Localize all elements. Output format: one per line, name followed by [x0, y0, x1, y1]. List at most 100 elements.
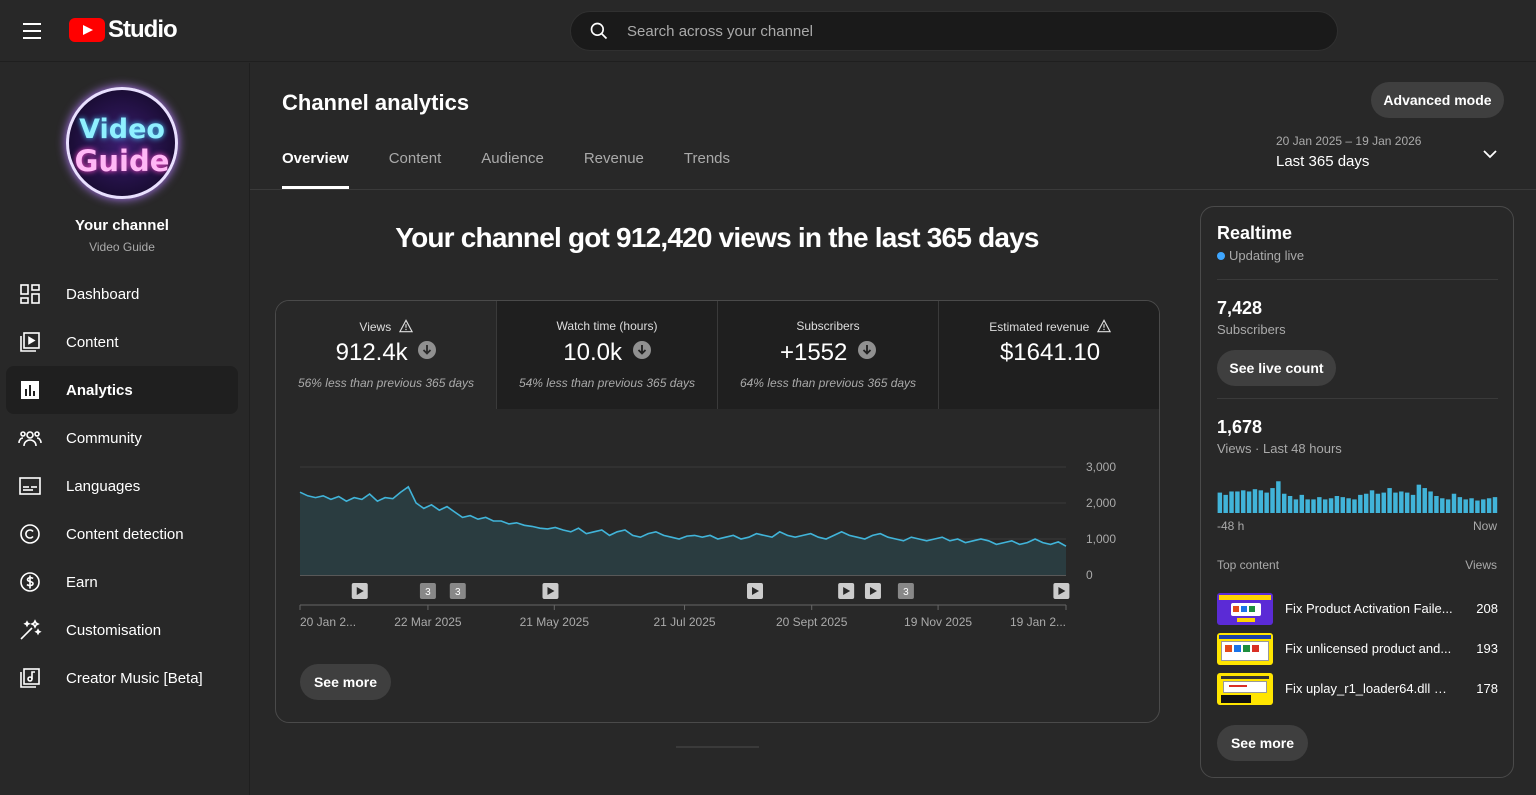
views-chart[interactable]: 3,000 2,000 1,000 0 3 3 3 20 Jan 2... 22 Mar 202…	[276, 409, 1159, 649]
tab-overview[interactable]: Overview	[282, 150, 349, 189]
realtime-bar	[1241, 490, 1246, 513]
metric-comparison: 64% less than previous 365 days	[739, 376, 917, 390]
realtime-bar	[1217, 492, 1223, 513]
sidebar-item-label: Content detection	[66, 525, 184, 543]
realtime-bar	[1428, 491, 1433, 513]
realtime-bar	[1492, 497, 1498, 513]
video-thumbnail	[1217, 633, 1273, 665]
realtime-bar	[1469, 498, 1474, 513]
dollar-icon	[20, 572, 40, 592]
avatar-text-line2: Guide	[74, 144, 170, 178]
realtime-bar	[1451, 493, 1457, 513]
avatar[interactable]: Video Guide	[66, 87, 178, 199]
top-content-views: 208	[1476, 601, 1498, 616]
metric-subscribers[interactable]: Subscribers +1552 64% less than previous…	[718, 301, 939, 409]
search-icon[interactable]	[589, 21, 609, 41]
realtime-bar	[1334, 496, 1340, 513]
search-input[interactable]	[627, 12, 1307, 50]
warning-icon[interactable]	[1096, 319, 1111, 333]
realtime-bar	[1375, 493, 1381, 513]
advanced-mode-button[interactable]: Advanced mode	[1371, 82, 1504, 118]
top-content-title: Fix Product Activation Faile...	[1285, 601, 1453, 616]
sidebar-item-community[interactable]: Community	[6, 414, 238, 462]
divider	[250, 189, 1536, 190]
realtime-bar	[1393, 492, 1398, 513]
realtime-bar	[1475, 500, 1480, 513]
chevron-down-icon	[1483, 150, 1497, 159]
date-range-selector[interactable]: 20 Jan 2025 – 19 Jan 2026 Last 365 days	[1276, 134, 1504, 178]
see-more-button[interactable]: See more	[300, 664, 391, 700]
sidebar-item-label: Creator Music [Beta]	[66, 669, 203, 687]
sidebar-item-label: Analytics	[66, 381, 133, 399]
metric-views[interactable]: Views 912.4k 56% less than previous 365 …	[276, 301, 497, 409]
realtime-bar	[1399, 491, 1404, 513]
sidebar-item-creator-music[interactable]: Creator Music [Beta]	[6, 654, 238, 702]
sidebar-item-content[interactable]: Content	[6, 318, 238, 366]
x-tick-label: 20 Sept 2025	[776, 615, 848, 629]
x-tick-label: 19 Jan 2...	[1010, 615, 1066, 629]
warning-icon[interactable]	[398, 319, 413, 333]
sidebar-item-label: Content	[66, 333, 119, 351]
video-marker-icon	[897, 583, 914, 599]
sidebar-item-content-detection[interactable]: Content detection	[6, 510, 238, 558]
sidebar-item-label: Customisation	[66, 621, 162, 639]
views-headline: Your channel got 912,420 views in the la…	[395, 222, 1039, 253]
realtime-bar	[1317, 497, 1322, 513]
realtime-axis-start: -48 h	[1217, 519, 1245, 533]
play-icon	[547, 587, 555, 595]
realtime-bar	[1346, 498, 1351, 513]
realtime-views-value: 1,678	[1217, 417, 1263, 437]
tab-content[interactable]: Content	[388, 150, 442, 167]
realtime-card: Realtime Updating live 7,428 Subscribers…	[1200, 206, 1514, 778]
top-content-item[interactable]: Fix unlicensed product and... 193	[1217, 633, 1498, 665]
realtime-see-more-button[interactable]: See more	[1217, 725, 1308, 761]
realtime-status-text: Updating live	[1229, 248, 1305, 263]
date-range-dates: 20 Jan 2025 – 19 Jan 2026	[1276, 134, 1422, 148]
analytics-tabs: Overview Content Audience Revenue Trends	[282, 150, 770, 190]
tab-trends[interactable]: Trends	[683, 150, 731, 167]
top-content-label: Top content	[1217, 558, 1280, 572]
studio-logo[interactable]: Studio	[69, 15, 178, 45]
x-tick-label: 21 May 2025	[520, 615, 590, 629]
realtime-bar	[1434, 496, 1439, 513]
sidebar-item-label: Earn	[66, 573, 98, 591]
metric-comparison: 54% less than previous 365 days	[518, 376, 696, 390]
realtime-bar	[1322, 499, 1328, 513]
realtime-bar	[1363, 493, 1369, 513]
down-arrow-icon	[418, 341, 437, 359]
realtime-views-label: Views · Last 48 hours	[1217, 441, 1342, 456]
sidebar-item-languages[interactable]: Languages	[6, 462, 238, 510]
realtime-bar	[1229, 491, 1234, 513]
divider	[1217, 279, 1498, 280]
sidebar-item-earn[interactable]: Earn	[6, 558, 238, 606]
realtime-bar	[1311, 499, 1316, 513]
realtime-status: Updating live	[1217, 248, 1304, 263]
realtime-bar	[1410, 494, 1416, 513]
top-content-item[interactable]: Fix Product Activation Faile... 208	[1217, 593, 1498, 625]
tab-revenue[interactable]: Revenue	[583, 150, 644, 167]
sidebar-item-label: Community	[66, 429, 142, 447]
metric-watch-time[interactable]: Watch time (hours) 10.0k 54% less than p…	[497, 301, 718, 409]
realtime-bar	[1252, 489, 1258, 513]
realtime-bar	[1340, 497, 1345, 513]
metric-label: Subscribers	[796, 319, 860, 333]
sidebar-item-dashboard[interactable]: Dashboard	[6, 270, 238, 318]
realtime-bar	[1358, 494, 1363, 513]
realtime-bar	[1282, 493, 1287, 513]
analytics-icon	[21, 381, 39, 399]
search-bar	[570, 11, 1338, 51]
realtime-views-chart[interactable]	[1217, 477, 1498, 513]
metric-label: Watch time (hours)	[556, 319, 658, 333]
realtime-bar	[1416, 484, 1422, 513]
metric-revenue[interactable]: Estimated revenue $1641.10	[939, 301, 1159, 409]
see-live-count-button[interactable]: See live count	[1217, 350, 1336, 386]
avatar-text-line1: Video	[79, 114, 165, 145]
sidebar-item-customisation[interactable]: Customisation	[6, 606, 238, 654]
sidebar-item-analytics[interactable]: Analytics	[6, 366, 238, 414]
realtime-bar	[1299, 494, 1305, 513]
tab-audience[interactable]: Audience	[481, 150, 544, 167]
top-content-item[interactable]: Fix uplay_r1_loader64.dll m... 178	[1217, 673, 1498, 705]
play-icon	[843, 587, 851, 595]
menu-icon[interactable]	[14, 13, 50, 49]
channel-name: Video Guide	[89, 240, 155, 254]
